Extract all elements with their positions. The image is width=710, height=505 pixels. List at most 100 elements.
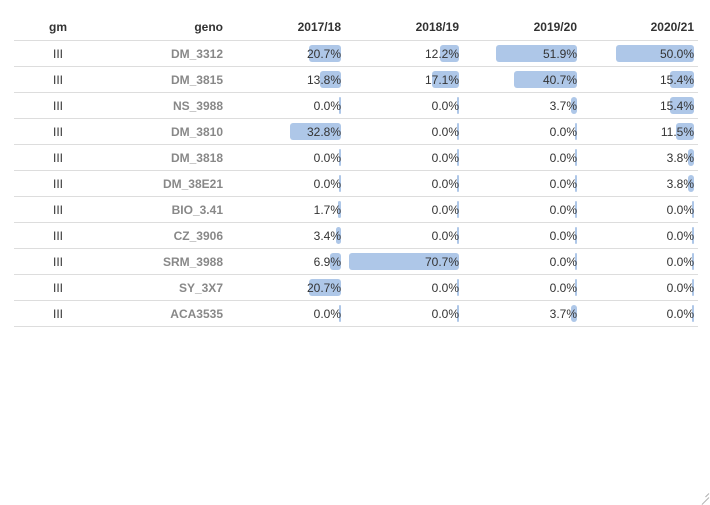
percent-cell: 6.9%: [227, 248, 345, 275]
percent-cell: 0.0%: [463, 144, 581, 171]
percent-cell: 0.0%: [581, 196, 698, 223]
percent-cell: 3.7%: [463, 92, 581, 119]
percent-bar: [616, 45, 694, 62]
percent-bar: [575, 175, 577, 192]
percent-cell: 0.0%: [463, 118, 581, 145]
percent-bar: [457, 175, 459, 192]
table-row: III ACA3535 0.0% 0.0% 3.7% 0.0%: [14, 300, 698, 327]
column-header-2017-18[interactable]: 2017/18: [227, 14, 345, 41]
percent-cell: 0.0%: [345, 274, 463, 301]
header-row: gm geno 2017/18 2018/19 2019/20 2020/21: [14, 14, 698, 41]
percent-label: 13.8%: [306, 72, 341, 87]
percent-bar: [339, 97, 341, 114]
percent-label: 51.9%: [542, 46, 577, 61]
percent-label: 3.7%: [549, 98, 577, 113]
percent-bar: [575, 279, 577, 296]
percent-cell: 0.0%: [581, 248, 698, 275]
percent-cell: 0.0%: [581, 300, 698, 327]
gm-cell: III: [14, 92, 102, 119]
percent-bar: [676, 123, 694, 140]
percent-label: 32.8%: [306, 124, 341, 139]
percent-bar: [457, 305, 459, 322]
table-row: III CZ_3906 3.4% 0.0% 0.0% 0.0%: [14, 222, 698, 249]
percent-bar: [338, 201, 341, 218]
percent-cell: 0.0%: [345, 170, 463, 197]
percent-cell: 15.4%: [581, 66, 698, 93]
percent-label: 0.0%: [549, 202, 577, 217]
column-header-gm[interactable]: gm: [14, 14, 102, 41]
percent-cell: 0.0%: [345, 222, 463, 249]
column-header-geno[interactable]: geno: [102, 14, 227, 41]
percent-label: 0.0%: [666, 254, 694, 269]
column-header-2019-20[interactable]: 2019/20: [463, 14, 581, 41]
geno-cell: DM_3818: [102, 144, 227, 171]
percent-cell: 0.0%: [581, 274, 698, 301]
percent-cell: 20.7%: [227, 40, 345, 67]
table-row: III DM_3312 20.7% 12.2% 51.9% 50.0%: [14, 40, 698, 67]
percent-label: 12.2%: [424, 46, 459, 61]
geno-cell: DM_3312: [102, 40, 227, 67]
percent-cell: 0.0%: [463, 248, 581, 275]
percent-bar: [692, 201, 694, 218]
gm-cell: III: [14, 222, 102, 249]
percent-bar: [457, 149, 459, 166]
percent-bar: [349, 253, 459, 270]
percent-bar: [289, 123, 341, 140]
gm-cell: III: [14, 66, 102, 93]
percent-bar: [692, 305, 694, 322]
percent-label: 3.4%: [313, 228, 341, 243]
percent-cell: 3.8%: [581, 170, 698, 197]
data-table: gm geno 2017/18 2018/19 2019/20 2020/21 …: [14, 14, 698, 327]
percent-cell: 51.9%: [463, 40, 581, 67]
percent-cell: 3.8%: [581, 144, 698, 171]
percent-bar: [339, 305, 341, 322]
table-row: III SRM_3988 6.9% 70.7% 0.0% 0.0%: [14, 248, 698, 275]
percent-bar: [571, 97, 577, 114]
percent-cell: 3.4%: [227, 222, 345, 249]
percent-bar: [457, 201, 459, 218]
percent-bar: [575, 253, 577, 270]
percent-cell: 0.0%: [345, 196, 463, 223]
geno-cell: BIO_3.41: [102, 196, 227, 223]
percent-cell: 0.0%: [227, 170, 345, 197]
table-row: III BIO_3.41 1.7% 0.0% 0.0% 0.0%: [14, 196, 698, 223]
table-row: III DM_38E21 0.0% 0.0% 0.0% 3.8%: [14, 170, 698, 197]
percent-cell: 50.0%: [581, 40, 698, 67]
percent-cell: 0.0%: [345, 300, 463, 327]
geno-cell: SY_3X7: [102, 274, 227, 301]
percent-bar: [457, 97, 459, 114]
gm-cell: III: [14, 274, 102, 301]
percent-label: 0.0%: [666, 306, 694, 321]
table-row: III NS_3988 0.0% 0.0% 3.7% 15.4%: [14, 92, 698, 119]
percent-cell: 0.0%: [227, 92, 345, 119]
percent-cell: 0.0%: [345, 118, 463, 145]
percent-label: 6.9%: [313, 254, 341, 269]
percent-bar: [457, 227, 459, 244]
geno-cell: DM_3810: [102, 118, 227, 145]
percent-label: 3.8%: [666, 150, 694, 165]
percent-label: 20.7%: [306, 280, 341, 295]
table-row: III DM_3815 13.8% 17.1% 40.7% 15.4%: [14, 66, 698, 93]
percent-bar: [335, 227, 341, 244]
percent-label: 0.0%: [431, 176, 459, 191]
percent-label: 0.0%: [313, 306, 341, 321]
percent-label: 0.0%: [431, 98, 459, 113]
percent-label: 0.0%: [431, 306, 459, 321]
column-header-2020-21[interactable]: 2020/21: [581, 14, 698, 41]
column-header-2018-19[interactable]: 2018/19: [345, 14, 463, 41]
percent-bar: [432, 71, 459, 88]
percent-bar: [670, 71, 694, 88]
gm-cell: III: [14, 144, 102, 171]
percent-bar: [670, 97, 694, 114]
percent-bar: [496, 45, 577, 62]
percent-label: 0.0%: [431, 124, 459, 139]
percent-bar: [457, 279, 459, 296]
percent-bar: [339, 175, 341, 192]
percent-cell: 0.0%: [463, 222, 581, 249]
percent-label: 0.0%: [431, 228, 459, 243]
geno-cell: DM_38E21: [102, 170, 227, 197]
resize-grip-icon[interactable]: [701, 490, 709, 498]
percent-bar: [457, 123, 459, 140]
percent-label: 0.0%: [549, 150, 577, 165]
percent-bar: [692, 227, 694, 244]
